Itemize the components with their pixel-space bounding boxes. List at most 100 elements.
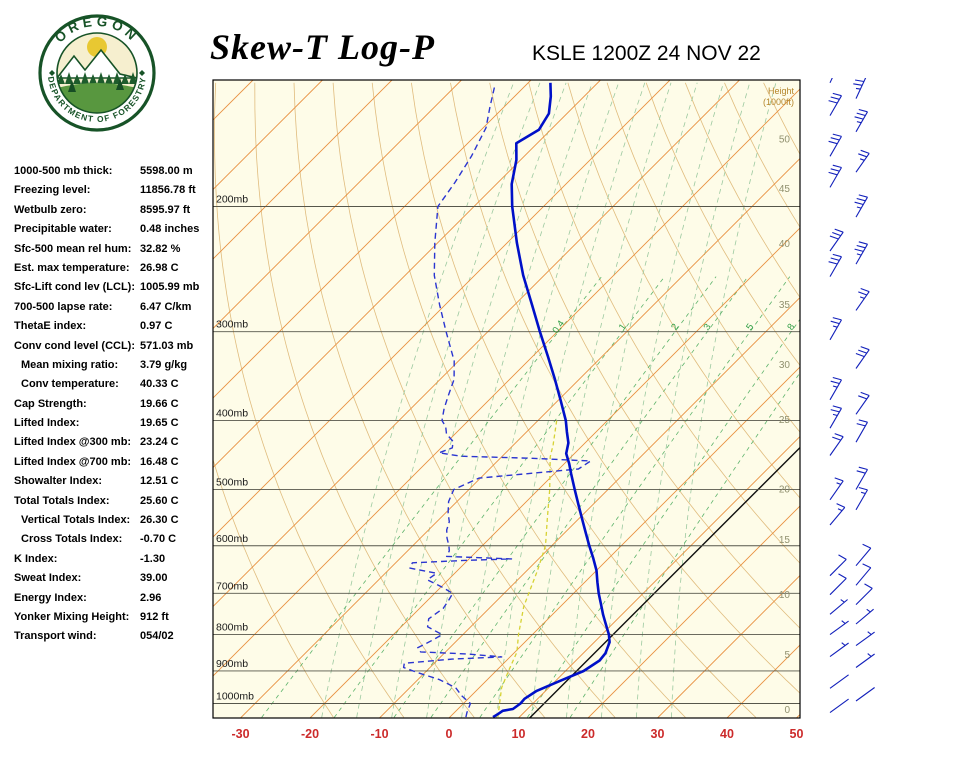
stat-row: Energy Index: 2.96 xyxy=(14,590,216,609)
stat-row: Precipitable water: 0.48 inches xyxy=(14,221,216,240)
height-label: 0 xyxy=(784,705,790,716)
station-datetime: KSLE 1200Z 24 NOV 22 xyxy=(532,42,761,65)
height-label: 15 xyxy=(779,535,791,546)
stat-row: Vertical Totals Index: 26.30 C xyxy=(14,512,216,531)
stat-value: 571.03 mb xyxy=(140,339,194,352)
stat-value: 912 ft xyxy=(140,610,169,623)
wind-barbs xyxy=(828,78,875,714)
pressure-label: 400mb xyxy=(216,408,248,420)
height-label: 30 xyxy=(779,360,791,371)
stat-row: Transport wind: 054/02 xyxy=(14,628,216,647)
stat-row: K Index: -1.30 xyxy=(14,551,216,570)
stat-value: 26.98 C xyxy=(140,261,179,274)
stats-panel: 1000-500 mb thick: 5598.00 m Freezing leve… xyxy=(14,163,216,648)
logo-right-diamond xyxy=(139,70,145,76)
stat-label: Wetbulb zero: xyxy=(14,203,87,216)
temp-tick-label: 20 xyxy=(581,727,595,741)
stat-label: Sfc-500 mean rel hum: xyxy=(14,242,132,255)
stat-label: Sfc-Lift cond lev (LCL): xyxy=(14,281,135,294)
chart-background xyxy=(213,80,800,718)
stat-row: Conv temperature: 40.33 C xyxy=(14,376,216,395)
mixing-ratio-label: 5 xyxy=(744,322,756,333)
stat-label: Vertical Totals Index: xyxy=(21,514,131,527)
stat-label: Mean mixing ratio: xyxy=(21,358,119,371)
stat-row: Sweat Index: 39.00 xyxy=(14,570,216,589)
temp-tick-label: 0 xyxy=(446,727,453,741)
stat-value: -0.70 C xyxy=(140,533,177,546)
pressure-label: 500mb xyxy=(216,476,248,488)
foreground-hill xyxy=(57,83,137,113)
stat-row: Lifted Index: 19.65 C xyxy=(14,415,216,434)
temp-axis: -30 -20 -10 0 10 20 30 40 50 xyxy=(231,727,803,741)
stat-row: Sfc-Lift cond lev (LCL): 1005.99 mb xyxy=(14,279,216,298)
stat-row: ThetaE index: 0.97 C xyxy=(14,318,216,337)
stat-row: Sfc-500 mean rel hum: 32.82 % xyxy=(14,241,216,260)
stat-label: Transport wind: xyxy=(14,630,97,643)
stat-label: 700-500 lapse rate: xyxy=(14,300,113,313)
stat-value: 0.48 inches xyxy=(140,223,200,236)
odf-logo: OREGON DEPARTMENT OF FORESTRY xyxy=(38,14,156,132)
stat-label: Total Totals Index: xyxy=(14,494,110,507)
temp-tick-label: 50 xyxy=(790,727,804,741)
stat-value: 3.79 g/kg xyxy=(140,358,188,371)
stat-label: Energy Index: xyxy=(14,591,87,604)
stat-value: 23.24 C xyxy=(140,436,179,449)
stat-value: 1005.99 mb xyxy=(140,281,200,294)
forest-icon xyxy=(57,72,137,84)
stat-row: 700-500 lapse rate: 6.47 C/km xyxy=(14,299,216,318)
stat-value: -1.30 xyxy=(140,552,166,565)
stat-label: K Index: xyxy=(14,552,58,565)
stat-value: 6.47 C/km xyxy=(140,300,192,313)
mountain-icon xyxy=(57,48,137,79)
temp-tick-label: 30 xyxy=(651,727,665,741)
pressure-label: 200mb xyxy=(216,194,248,206)
dry-adiabats xyxy=(213,82,800,718)
height-axis-title: Height xyxy=(768,86,795,96)
stat-label: Lifted Index: xyxy=(14,417,80,430)
height-label: 35 xyxy=(779,300,791,311)
stat-row: Yonker Mixing Height: 912 ft xyxy=(14,609,216,628)
height-label: 10 xyxy=(779,590,791,601)
stat-value: 39.00 xyxy=(140,572,168,585)
parcel-trace xyxy=(497,420,558,718)
stat-row: Cross Totals Index: -0.70 C xyxy=(14,531,216,550)
stat-value: 11856.78 ft xyxy=(140,184,196,197)
stat-label: ThetaE index: xyxy=(14,320,87,333)
stat-label: Lifted Index @700 mb: xyxy=(14,455,132,468)
height-axis-title: (1000ft) xyxy=(763,97,794,107)
temp-tick-label: -10 xyxy=(370,727,388,741)
stat-row: Freezing level: 11856.78 ft xyxy=(14,182,216,201)
pressure-label: 700mb xyxy=(216,580,248,592)
pressure-lines: 200mb 300mb 400mb 500mb 600mb 700mb 800mb 900mb… xyxy=(213,194,800,704)
stat-row: Mean mixing ratio: 3.79 g/kg xyxy=(14,357,216,376)
temp-tick-label: 40 xyxy=(720,727,734,741)
stat-row: Showalter Index: 12.51 C xyxy=(14,473,216,492)
chart-frame xyxy=(212,79,801,719)
stat-value: 054/02 xyxy=(140,630,174,643)
stat-value: 8595.97 ft xyxy=(140,203,191,216)
height-label: 5 xyxy=(784,650,790,661)
stat-label: Cross Totals Index: xyxy=(21,533,123,546)
stat-value: 0.97 C xyxy=(140,320,173,333)
stat-label: Showalter Index: xyxy=(14,475,103,488)
temp-tick-label: -20 xyxy=(301,727,319,741)
stat-label: Conv temperature: xyxy=(21,378,119,391)
stat-label: Sweat Index: xyxy=(14,572,82,585)
stat-row: Cap Strength: 19.66 C xyxy=(14,396,216,415)
pressure-label: 300mb xyxy=(216,319,248,331)
stat-row: Lifted Index @700 mb: 16.48 C xyxy=(14,454,216,473)
pressure-label: 900mb xyxy=(216,658,248,670)
logo-inner-ring xyxy=(56,32,138,114)
height-label: 50 xyxy=(779,135,791,146)
logo-art xyxy=(57,33,137,113)
stat-label: 1000-500 mb thick: xyxy=(14,165,113,177)
stat-label: Freezing level: xyxy=(14,184,91,197)
stat-value: 40.33 C xyxy=(140,378,179,391)
mixing-ratio-label: 8 xyxy=(785,322,797,333)
stat-value: 19.66 C xyxy=(140,397,179,410)
skewt-chart: 200mb 300mb 400mb 500mb 600mb 700mb 800mb 900mb… xyxy=(212,78,875,741)
stat-value: 12.51 C xyxy=(140,475,179,488)
temp-tick-label: -30 xyxy=(231,727,249,741)
stat-value: 16.48 C xyxy=(140,455,179,468)
